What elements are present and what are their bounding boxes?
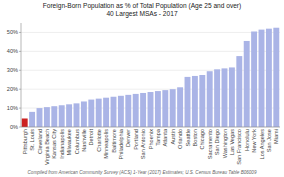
bar (74, 103, 80, 127)
category-label: Chicago (199, 129, 205, 150)
category-label: Washington (222, 129, 228, 158)
x-axis-line (21, 127, 280, 128)
category-label: New York (251, 129, 257, 153)
bar (81, 101, 87, 127)
subtitle: 40 Largest MSAs - 2017 (106, 10, 177, 18)
category-label: Detroit (88, 129, 94, 146)
category-label: Kansas City (51, 129, 57, 159)
bar (44, 107, 50, 127)
bar (118, 96, 124, 127)
tick-label: 40% (7, 48, 18, 54)
category-label: Columbus (74, 129, 80, 154)
bar (51, 106, 57, 127)
bar (222, 68, 228, 127)
bar (148, 92, 154, 127)
category-label: Cleveland (37, 129, 43, 154)
category-label: Tampa (155, 128, 161, 146)
category-label: Denver (125, 129, 131, 147)
bar (125, 95, 131, 127)
category-label: Minneapolis (103, 129, 109, 159)
y-axis-line (21, 23, 22, 127)
bar (96, 99, 102, 127)
bar (199, 75, 205, 127)
bar (140, 93, 146, 127)
category-label: Charlotte (96, 129, 102, 152)
bar (251, 32, 257, 127)
category-label: Pittsburgh (22, 129, 28, 154)
bar (59, 105, 65, 127)
category-label: San Jose (266, 129, 272, 152)
bar (192, 76, 198, 127)
bar (170, 89, 176, 127)
category-label: Boston (192, 129, 198, 146)
bar (29, 112, 35, 127)
bar (266, 29, 272, 127)
bars (22, 28, 280, 127)
category-label: Baltimore (111, 129, 117, 153)
tick-label: 10% (7, 105, 18, 111)
bar (214, 69, 220, 127)
category-label: Indianapolis (59, 129, 65, 159)
category-label: Sacramento (207, 129, 213, 159)
bar (155, 91, 161, 127)
grid (21, 32, 280, 127)
chart: Foreign-Born Population as % of Total Po… (0, 0, 284, 177)
bar (37, 108, 43, 127)
category-label: San Antonio (140, 129, 146, 159)
tick-label: 0% (10, 124, 18, 130)
category-label: Seattle (185, 129, 191, 146)
category-label: San Francisco (236, 129, 242, 165)
category-label: Nashville (81, 129, 87, 152)
category-label: Austin (170, 129, 176, 145)
category-label: Honolulu (244, 129, 250, 151)
bar (207, 71, 213, 127)
category-label: Atlanta (162, 128, 168, 146)
bar (177, 87, 183, 127)
category-label: Philadelphia (118, 128, 124, 159)
bar (162, 90, 168, 127)
bar (273, 28, 279, 127)
tick-label: 50% (7, 29, 18, 35)
category-label: Portland (133, 129, 139, 150)
bar (66, 104, 72, 127)
category-label: Miami (273, 129, 279, 144)
category-label: Orlando (177, 129, 183, 149)
bar (111, 97, 117, 127)
bar (244, 41, 250, 127)
footnote: Compiled from American Community Survey … (28, 170, 257, 175)
category-label: Los Angeles (259, 129, 265, 160)
category-label: Phoenix (148, 129, 154, 149)
bar (22, 118, 28, 127)
grid-line (21, 51, 280, 52)
tick-label: 20% (7, 86, 18, 92)
bar (133, 94, 139, 127)
category-label: Las Vegas (229, 129, 235, 155)
grid-line (21, 32, 280, 33)
bar (88, 100, 94, 127)
bar (236, 56, 242, 127)
bar (185, 77, 191, 127)
bar (229, 67, 235, 127)
category-label: Virginia Beach (44, 129, 50, 165)
category-label: St. Louis (29, 129, 35, 151)
tick-label: 30% (7, 67, 18, 73)
category-label: San Diego (214, 129, 220, 155)
bar (103, 98, 109, 127)
title: Foreign-Born Population as % of Total Po… (43, 2, 242, 10)
bar (259, 30, 265, 127)
category-label: Milwaukee (66, 129, 72, 155)
